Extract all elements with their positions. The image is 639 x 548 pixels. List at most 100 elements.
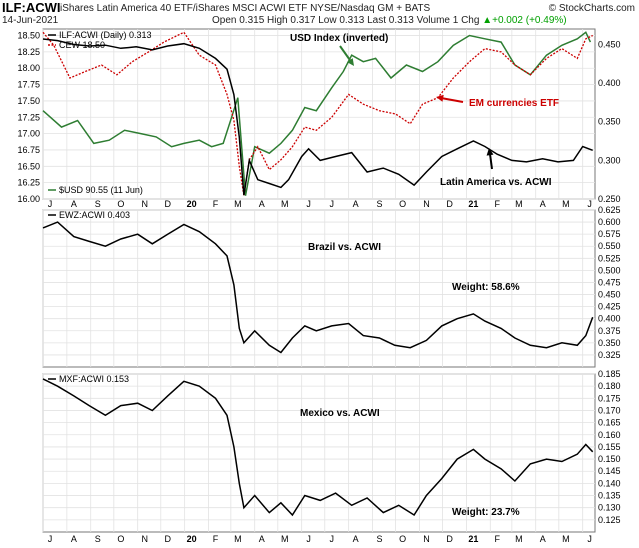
y-left-tick-label: 17.25 (17, 112, 40, 122)
annotation-latam: Latin America vs. ACWI (440, 177, 552, 188)
x-tick-label: N (141, 534, 148, 544)
x-tick-label: J (48, 199, 53, 209)
x-tick-label: O (117, 534, 124, 544)
x-tick-label: O (399, 199, 406, 209)
chart-ticker-title: ILF:ACWI (2, 0, 61, 15)
x-tick-label: J (587, 199, 592, 209)
x-tick-label: J (306, 534, 311, 544)
y-right-tick-label: 0.300 (598, 155, 621, 165)
y-left-tick-label: 18.25 (17, 47, 40, 57)
x-tick-label: M (234, 534, 242, 544)
y-right-tick-label: 0.130 (598, 503, 621, 513)
x-tick-label: J (306, 199, 311, 209)
x-tick-label: J (330, 199, 335, 209)
arrow-cew (440, 97, 464, 103)
panel-frame (42, 373, 596, 533)
x-tick-label: A (71, 534, 77, 544)
x-tick-label: D (446, 199, 453, 209)
y-right-tick-label: 0.145 (598, 466, 621, 476)
y-right-tick-label: 0.375 (598, 326, 621, 336)
x-tick-label: O (399, 534, 406, 544)
x-tick-label: 21 (468, 534, 478, 544)
quote-values: Open 0.315 High 0.317 Low 0.313 Last 0.3… (212, 15, 480, 26)
x-tick-label: A (259, 534, 265, 544)
y-right-tick-label: 0.400 (598, 314, 621, 324)
y-left-tick-label: 16.75 (17, 145, 40, 155)
y-right-tick-label: 0.150 (598, 454, 621, 464)
x-tick-label: A (71, 199, 77, 209)
y-right-tick-label: 0.450 (598, 290, 621, 300)
y-right-tick-label: 0.350 (598, 338, 621, 348)
arrow-latam (489, 153, 493, 170)
arrow-cew-head (436, 94, 444, 102)
quote-change: +0.002 (+0.49%) (492, 15, 567, 26)
y-right-tick-label: 0.250 (598, 194, 621, 204)
y-right-tick-label: 0.350 (598, 117, 621, 127)
y-right-tick-label: 0.165 (598, 418, 621, 428)
x-tick-label: 20 (187, 199, 197, 209)
x-tick-label: O (117, 199, 124, 209)
quote-summary: Open 0.315 High 0.317 Low 0.313 Last 0.3… (212, 15, 567, 26)
x-tick-label: S (95, 534, 101, 544)
quote-change-arrow: ▲ (482, 15, 493, 26)
x-tick-label: M (515, 199, 523, 209)
legend-mxf-acwi: MXF:ACWI 0.153 (59, 374, 129, 384)
x-tick-label: N (423, 534, 430, 544)
arrow-latam-head (486, 148, 494, 156)
y-right-tick-label: 0.140 (598, 478, 621, 488)
quote-date: 14-Jun-2021 (2, 15, 59, 26)
y-right-tick-label: 0.450 (598, 39, 621, 49)
x-tick-label: S (376, 199, 382, 209)
y-right-tick-label: 0.155 (598, 442, 621, 452)
stockcharts-credit[interactable]: © StockCharts.com (548, 3, 635, 14)
y-right-tick-label: 0.170 (598, 405, 621, 415)
x-tick-label: D (165, 534, 172, 544)
x-tick-label: 21 (468, 199, 478, 209)
y-right-tick-label: 0.475 (598, 277, 621, 287)
y-right-tick-label: 0.550 (598, 241, 621, 251)
legend-usd: $USD 90.55 (11 Jun) (59, 185, 143, 195)
y-right-tick-label: 0.180 (598, 381, 621, 391)
x-tick-label: N (141, 199, 148, 209)
y-left-tick-label: 18.00 (17, 63, 40, 73)
x-tick-label: M (515, 534, 523, 544)
ilf-acwi-line (42, 38, 593, 196)
x-tick-label: M (562, 199, 570, 209)
y-right-tick-label: 0.125 (598, 515, 621, 525)
x-tick-label: A (353, 534, 359, 544)
annotation-brazil: Brazil vs. ACWI (308, 242, 381, 253)
panel-frame (42, 28, 596, 200)
mxf-acwi-line (42, 378, 594, 517)
y-right-tick-label: 0.625 (598, 205, 621, 215)
annotation-mexico: Mexico vs. ACWI (300, 408, 380, 419)
x-tick-label: D (165, 199, 172, 209)
y-right-tick-label: 0.600 (598, 217, 621, 227)
x-tick-label: S (95, 199, 101, 209)
y-right-tick-label: 0.525 (598, 253, 621, 263)
y-right-tick-label: 0.500 (598, 265, 621, 275)
x-tick-label: M (281, 199, 289, 209)
x-tick-label: S (376, 534, 382, 544)
legend-ewz-acwi: EWZ:ACWI 0.403 (59, 210, 130, 220)
y-left-tick-label: 17.75 (17, 80, 40, 90)
x-tick-label: A (540, 199, 546, 209)
usd-inverted-line (42, 31, 592, 196)
annotation-brazil-weight: Weight: 58.6% (452, 282, 520, 293)
y-left-tick-label: 17.00 (17, 129, 40, 139)
x-tick-label: F (495, 199, 501, 209)
annotation-mexico-weight: Weight: 23.7% (452, 507, 520, 518)
x-tick-label: M (562, 534, 570, 544)
x-tick-label: F (213, 199, 219, 209)
x-tick-label: M (281, 534, 289, 544)
chart-description: iShares Latin America 40 ETF/iShares MSC… (60, 3, 431, 14)
y-left-tick-label: 16.50 (17, 161, 40, 171)
y-right-tick-label: 0.160 (598, 430, 621, 440)
annotation-em-currencies: EM currencies ETF (469, 98, 559, 109)
annotation-usd-index: USD Index (inverted) (290, 33, 388, 44)
y-left-tick-label: 18.50 (17, 31, 40, 41)
x-tick-label: A (540, 534, 546, 544)
ewz-acwi-line (42, 221, 594, 354)
x-tick-label: D (446, 534, 453, 544)
y-left-tick-label: 17.50 (17, 96, 40, 106)
